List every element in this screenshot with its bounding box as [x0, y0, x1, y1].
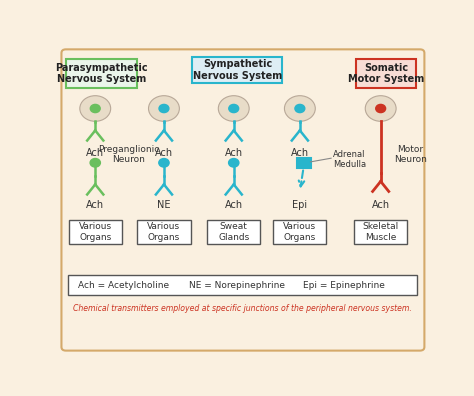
- Text: NE: NE: [157, 200, 171, 209]
- FancyBboxPatch shape: [354, 220, 407, 244]
- Text: Various
Organs: Various Organs: [147, 222, 181, 242]
- Circle shape: [80, 96, 111, 121]
- Text: Ach: Ach: [372, 200, 390, 209]
- Circle shape: [90, 158, 100, 167]
- Circle shape: [159, 158, 169, 167]
- Circle shape: [295, 105, 305, 112]
- Text: Ach: Ach: [225, 148, 243, 158]
- Text: NE = Norepinephrine: NE = Norepinephrine: [190, 281, 285, 290]
- FancyBboxPatch shape: [273, 220, 327, 244]
- Text: Chemical transmitters employed at specific junctions of the peripheral nervous s: Chemical transmitters employed at specif…: [73, 304, 412, 313]
- FancyBboxPatch shape: [297, 158, 310, 168]
- FancyBboxPatch shape: [68, 276, 418, 295]
- Text: Ach: Ach: [86, 200, 104, 209]
- Text: Ach: Ach: [155, 148, 173, 158]
- Text: Somatic
Motor System: Somatic Motor System: [348, 63, 424, 84]
- FancyBboxPatch shape: [192, 57, 283, 83]
- Text: Various
Organs: Various Organs: [79, 222, 112, 242]
- Circle shape: [219, 96, 249, 121]
- FancyBboxPatch shape: [69, 220, 122, 244]
- FancyBboxPatch shape: [137, 220, 191, 244]
- FancyBboxPatch shape: [62, 50, 424, 350]
- Text: Various
Organs: Various Organs: [283, 222, 317, 242]
- Circle shape: [229, 105, 239, 112]
- Text: Adrenal
Medulla: Adrenal Medulla: [333, 150, 366, 169]
- FancyBboxPatch shape: [66, 59, 137, 88]
- Text: Preganglionic
Neuron: Preganglionic Neuron: [99, 145, 160, 164]
- Text: Ach = Acetylcholine: Ach = Acetylcholine: [78, 281, 169, 290]
- Text: Sweat
Glands: Sweat Glands: [218, 222, 249, 242]
- FancyBboxPatch shape: [356, 59, 417, 88]
- Circle shape: [91, 105, 100, 112]
- Circle shape: [159, 105, 169, 112]
- FancyBboxPatch shape: [207, 220, 260, 244]
- Circle shape: [284, 96, 315, 121]
- Text: Ach: Ach: [225, 200, 243, 209]
- Circle shape: [365, 96, 396, 121]
- Circle shape: [376, 105, 386, 112]
- Text: Sympathetic
Nervous System: Sympathetic Nervous System: [193, 59, 282, 80]
- Text: Epi = Epinephrine: Epi = Epinephrine: [303, 281, 385, 290]
- Text: Parasympathetic
Nervous System: Parasympathetic Nervous System: [55, 63, 148, 84]
- Circle shape: [228, 158, 239, 167]
- Text: Skeletal
Muscle: Skeletal Muscle: [363, 222, 399, 242]
- Circle shape: [148, 96, 179, 121]
- Text: Ach: Ach: [291, 148, 309, 158]
- Text: Ach: Ach: [86, 148, 104, 158]
- Text: Motor
Neuron: Motor Neuron: [393, 145, 427, 164]
- Text: Epi: Epi: [292, 200, 308, 209]
